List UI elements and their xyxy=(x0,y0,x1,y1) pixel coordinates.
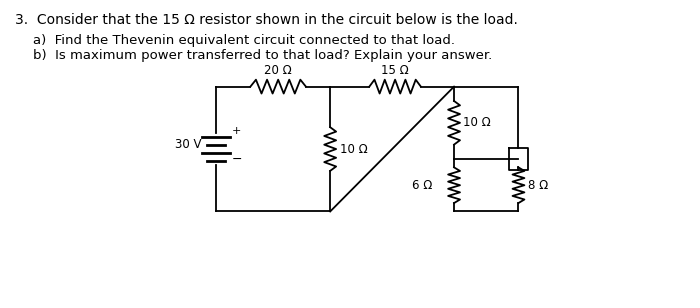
Text: 20 Ω: 20 Ω xyxy=(265,64,292,77)
Text: 8 Ω: 8 Ω xyxy=(528,179,549,192)
Text: 10 Ω: 10 Ω xyxy=(463,116,491,129)
Text: 15 Ω: 15 Ω xyxy=(382,64,409,77)
Text: 30 V: 30 V xyxy=(175,138,202,151)
Text: a)  Find the Thevenin equivalent circuit connected to that load.: a) Find the Thevenin equivalent circuit … xyxy=(33,34,455,47)
Text: 10 Ω: 10 Ω xyxy=(340,143,368,156)
Text: +: + xyxy=(232,126,241,136)
Text: −: − xyxy=(232,152,243,165)
Text: 6 Ω: 6 Ω xyxy=(412,179,433,192)
Text: b)  Is maximum power transferred to that load? Explain your answer.: b) Is maximum power transferred to that … xyxy=(33,49,492,62)
Text: 3.  Consider that the 15 Ω resistor shown in the circuit below is the load.: 3. Consider that the 15 Ω resistor shown… xyxy=(15,13,518,27)
